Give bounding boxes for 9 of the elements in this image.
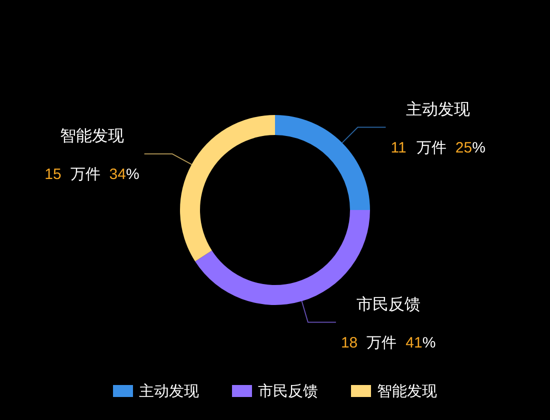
data-label: 11 万件 25%	[390, 139, 486, 156]
data-label: 15 万件 34%	[44, 166, 140, 183]
legend-label: 市民反馈	[258, 383, 318, 400]
slice-label: 主动发现	[406, 100, 470, 118]
legend-label: 智能发现	[377, 383, 437, 400]
legend-label: 主动发现	[139, 383, 199, 400]
slice-label: 市民反馈	[356, 295, 420, 314]
slice-label: 智能发现	[60, 126, 124, 145]
data-label: 18 万件 41%	[340, 334, 436, 352]
